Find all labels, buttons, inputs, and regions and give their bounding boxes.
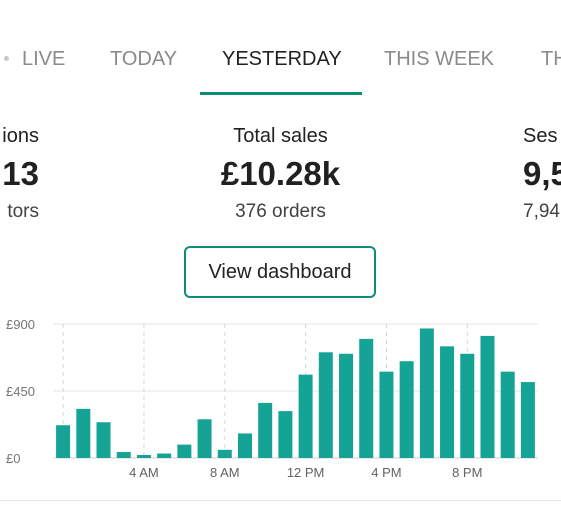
bar: [399, 361, 414, 458]
bar: [379, 371, 394, 458]
bar: [278, 411, 293, 458]
bar: [440, 346, 455, 458]
bar: [217, 449, 232, 458]
stat-total-sales-value: £10.28k: [220, 155, 341, 192]
tab-yesterday[interactable]: YESTERDAY: [222, 48, 342, 70]
period-tabs: LIVE TODAY YESTERDAY THIS WEEK TH: [0, 0, 561, 96]
stat-total-sales-label: Total sales: [233, 125, 328, 147]
bar: [96, 422, 111, 458]
y-tick-label: £450: [6, 384, 35, 399]
bar: [157, 453, 172, 458]
bar: [298, 374, 313, 458]
x-tick-label: 4 PM: [371, 465, 401, 480]
bar: [197, 419, 212, 458]
x-tick-label: 8 AM: [210, 465, 240, 480]
bar: [318, 352, 333, 458]
bar: [116, 452, 131, 458]
scroll-indicator-dot: [4, 56, 9, 61]
view-dashboard-button[interactable]: View dashboard: [184, 246, 376, 298]
bar: [480, 335, 495, 458]
stat-sessions-sub: 7,94: [523, 201, 560, 222]
tab-this-week[interactable]: THIS WEEK: [384, 48, 495, 70]
stat-sessions-value: 9,5: [523, 155, 561, 192]
stat-sessions-label: Ses: [523, 125, 558, 147]
tab-live[interactable]: LIVE: [22, 48, 66, 70]
stat-visitors-sub: tors: [7, 201, 39, 222]
x-tick-label: 12 PM: [287, 465, 325, 480]
active-tab-indicator: [200, 92, 362, 95]
tab-this-month[interactable]: TH: [541, 48, 561, 70]
bar: [258, 402, 273, 458]
bar: [500, 371, 515, 458]
bar: [460, 353, 475, 458]
bar: [359, 338, 374, 458]
x-tick-label: 8 PM: [452, 465, 482, 480]
x-tick-label: 4 AM: [129, 465, 159, 480]
bar: [339, 353, 354, 458]
stat-visitors-value: 13: [2, 155, 39, 192]
tab-today[interactable]: TODAY: [110, 48, 178, 70]
bottom-divider: [0, 500, 561, 501]
y-tick-label: £900: [6, 317, 35, 332]
bar: [76, 408, 91, 458]
bar: [237, 433, 252, 458]
bar: [177, 444, 192, 458]
bar: [419, 328, 434, 458]
bar: [56, 425, 71, 458]
stat-total-sales-orders: 376 orders: [235, 201, 326, 222]
bar: [136, 455, 151, 458]
hourly-sales-chart: £0 £450 £900 4 AM 8 AM 12 PM 4 PM 8 PM: [6, 317, 538, 480]
y-tick-label: £0: [6, 451, 20, 466]
bar: [520, 382, 535, 458]
stat-visitors-label: ions: [2, 125, 39, 147]
